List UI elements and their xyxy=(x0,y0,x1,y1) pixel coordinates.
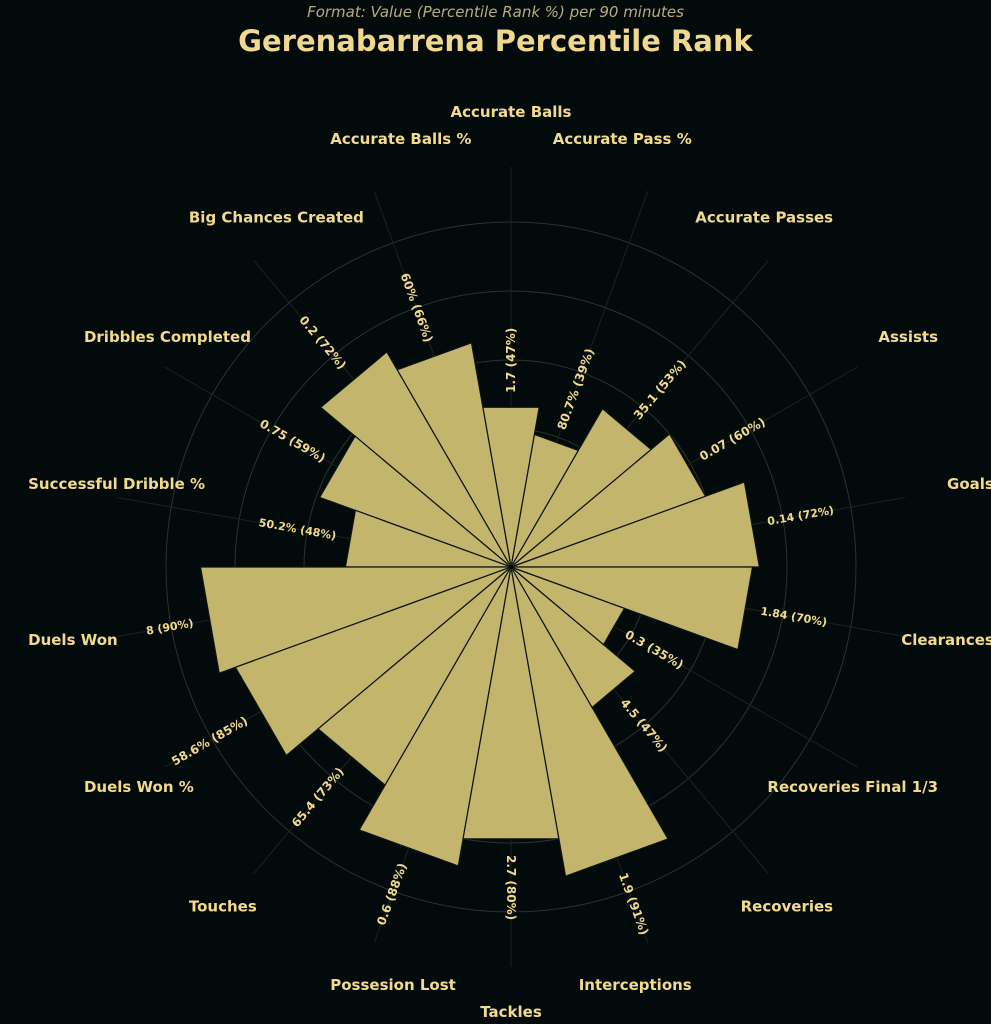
metric-label: Recoveries Final 1/3 xyxy=(767,778,938,796)
value-label: 0.2 (72%) xyxy=(296,313,349,372)
center-point xyxy=(507,563,515,571)
chart-title: Gerenabarrena Percentile Rank xyxy=(238,24,753,58)
value-label: 80.7% (39%) xyxy=(555,347,597,432)
metric-label: Touches xyxy=(189,898,257,916)
value-label: 1.9 (91%) xyxy=(616,871,651,937)
value-label: 50.2% (48%) xyxy=(258,516,337,542)
metric-label: Successful Dribble % xyxy=(28,475,205,493)
metric-label: Possesion Lost xyxy=(330,976,456,994)
chart-subtitle: Format: Value (Percentile Rank %) per 90… xyxy=(307,3,684,21)
metric-label: Accurate Passes xyxy=(695,208,833,226)
value-label: 0.07 (60%) xyxy=(697,415,768,464)
value-label: 2.7 (80%) xyxy=(504,855,518,920)
value-label: 0.6 (88%) xyxy=(374,861,409,927)
metric-label: Goals xyxy=(947,475,991,493)
metric-label: Accurate Pass % xyxy=(553,130,692,148)
metric-label: Assists xyxy=(878,328,938,346)
value-label: 8 (90%) xyxy=(145,617,194,638)
metric-label: Clearances xyxy=(901,631,991,649)
metric-label: Accurate Balls % xyxy=(330,130,471,148)
metric-label: Duels Won xyxy=(28,631,118,649)
value-label: 1.7 (47%) xyxy=(504,328,518,393)
value-label: 4.5 (47%) xyxy=(618,696,671,755)
bar-clearances xyxy=(510,566,754,651)
value-label: 0.75 (59%) xyxy=(257,416,328,465)
value-label: 60% (66%) xyxy=(398,271,436,344)
metric-label: Recoveries xyxy=(741,898,834,916)
metric-label: Accurate Balls xyxy=(451,103,572,121)
metric-label: Dribbles Completed xyxy=(84,328,251,346)
metric-label: Interceptions xyxy=(579,976,692,994)
value-label: 58.6% (85%) xyxy=(169,714,250,769)
value-label: 65.4 (73%) xyxy=(289,765,347,830)
metric-label: Tackles xyxy=(480,1003,542,1021)
metric-label: Duels Won % xyxy=(84,778,194,796)
value-label: 1.84 (70%) xyxy=(760,605,829,629)
value-label: 35.1 (53%) xyxy=(631,357,689,422)
value-label: 0.14 (72%) xyxy=(766,504,835,528)
metric-label: Big Chances Created xyxy=(189,208,364,226)
value-label: 0.3 (35%) xyxy=(622,627,685,672)
